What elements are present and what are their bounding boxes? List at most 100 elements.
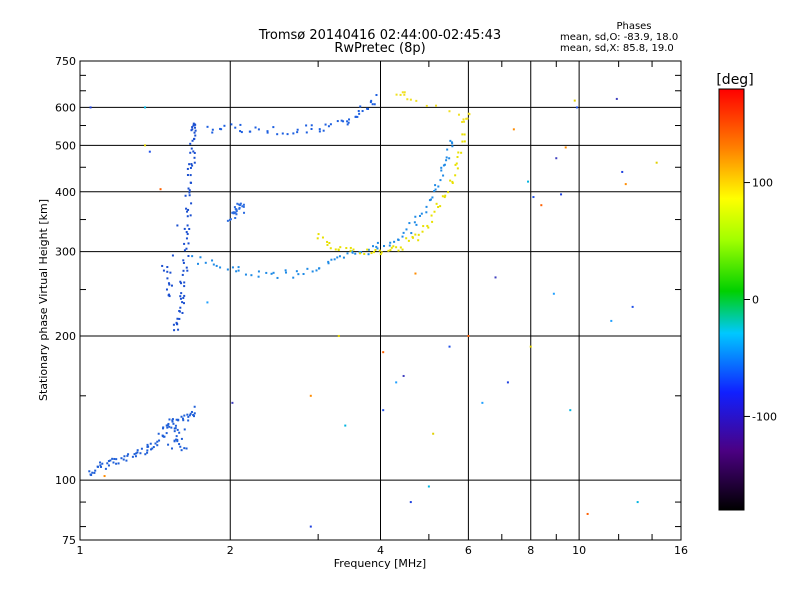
scatter-point: [555, 157, 558, 160]
data-point: [375, 245, 378, 248]
data-point: [296, 131, 299, 134]
scatter-point: [529, 345, 532, 348]
data-point: [181, 301, 184, 304]
colorbar-tick-label: -100: [752, 410, 777, 423]
data-point: [194, 126, 197, 129]
data-point: [193, 412, 196, 415]
data-point: [219, 127, 222, 130]
data-point: [357, 110, 360, 113]
data-point: [276, 133, 279, 136]
scatter-point: [610, 319, 613, 322]
data-point: [361, 110, 364, 113]
scatter-point: [148, 150, 151, 153]
data-point: [440, 169, 443, 172]
data-point: [448, 157, 451, 160]
data-point: [249, 130, 252, 133]
scatter-point: [552, 292, 555, 295]
data-point: [156, 444, 159, 447]
data-point: [234, 211, 237, 214]
data-point: [333, 258, 336, 261]
data-point: [316, 237, 319, 240]
y-tick-label: 600: [55, 101, 76, 114]
data-point: [340, 119, 343, 122]
scatter-point: [564, 146, 567, 149]
scatter-point: [575, 106, 578, 109]
data-point: [191, 128, 194, 131]
data-point: [441, 195, 444, 198]
data-point: [93, 471, 96, 474]
scatter-point: [89, 106, 92, 109]
data-point: [173, 430, 176, 433]
data-point: [182, 261, 185, 264]
data-point: [354, 115, 357, 118]
data-point: [107, 464, 110, 467]
scatter-point: [144, 106, 147, 109]
data-point: [466, 117, 469, 120]
data-point: [286, 133, 289, 136]
data-point: [456, 156, 459, 159]
data-point: [161, 264, 164, 267]
data-point: [183, 249, 186, 252]
data-point: [337, 248, 340, 251]
data-point: [242, 203, 245, 206]
stats-title: Phases: [616, 21, 652, 32]
data-point: [413, 221, 416, 224]
x-tick-label: 16: [674, 544, 688, 557]
data-point: [206, 125, 209, 128]
data-point: [414, 215, 417, 218]
data-point: [297, 273, 300, 276]
colorbar: [718, 88, 745, 511]
data-point: [454, 163, 457, 166]
y-tick-label: 300: [55, 246, 76, 259]
data-point: [175, 438, 178, 441]
data-point: [134, 455, 137, 458]
data-point: [166, 426, 169, 429]
scatter-point: [527, 180, 530, 183]
data-point: [354, 252, 357, 255]
data-point: [135, 452, 138, 455]
scatter-point: [432, 432, 435, 435]
data-point: [433, 190, 436, 193]
data-point: [146, 451, 149, 454]
scatter-point: [481, 401, 484, 404]
data-point: [161, 434, 164, 437]
data-point: [437, 206, 440, 209]
data-point: [388, 244, 391, 247]
data-point: [219, 266, 222, 269]
data-point: [317, 233, 320, 236]
scatter-point: [512, 128, 515, 131]
scatter-point: [309, 525, 312, 528]
data-point: [182, 259, 185, 262]
data-point: [233, 206, 236, 209]
scatter-point: [382, 351, 385, 354]
data-point: [190, 181, 193, 184]
data-point: [192, 124, 195, 127]
data-point: [292, 276, 295, 279]
colorbar-tick-label: 100: [752, 177, 773, 190]
data-point: [421, 230, 424, 233]
data-point: [193, 131, 196, 134]
data-point: [231, 266, 234, 269]
data-point: [330, 258, 333, 261]
data-point: [136, 451, 139, 454]
data-point: [186, 174, 189, 177]
data-point: [166, 424, 169, 427]
data-point: [229, 218, 232, 221]
data-point: [150, 448, 153, 451]
data-point: [397, 249, 400, 252]
data-point: [461, 133, 464, 136]
data-point: [327, 260, 330, 263]
data-point: [226, 219, 229, 222]
data-point: [104, 467, 107, 470]
x-tick-label: 1: [77, 544, 84, 557]
data-point: [239, 130, 242, 133]
data-point: [165, 424, 168, 427]
data-point: [347, 121, 350, 124]
data-point: [462, 118, 465, 121]
data-point: [120, 457, 123, 460]
data-point: [346, 252, 349, 255]
data-point: [185, 247, 188, 250]
data-point: [439, 205, 442, 208]
data-point: [170, 426, 173, 429]
data-point: [166, 277, 169, 280]
